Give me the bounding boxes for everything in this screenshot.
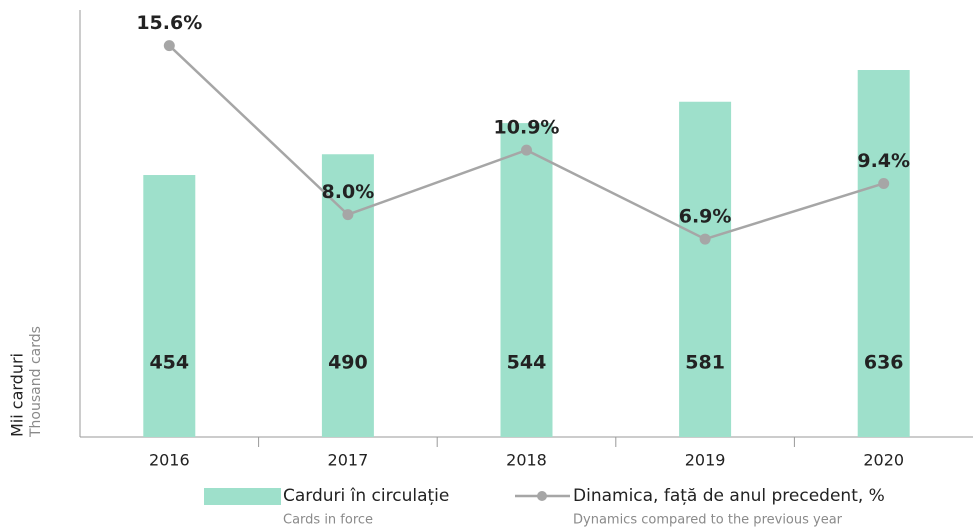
bar-label: 454: [149, 352, 189, 374]
x-tick-label: 2019: [685, 451, 726, 470]
legend-swatch: [204, 488, 281, 505]
legend-subtitle: Dynamics compared to the previous year: [573, 513, 843, 528]
line-label: 8.0%: [322, 181, 375, 203]
x-tick-label: 2018: [506, 451, 547, 470]
y-label: Mii carduri: [8, 353, 27, 437]
bar-label: 490: [328, 352, 368, 374]
line-point: [878, 177, 890, 189]
bar-label: 581: [685, 352, 725, 374]
line-point: [163, 40, 175, 52]
line-label: 10.9%: [494, 117, 560, 139]
bar: [143, 175, 196, 437]
x-tick-label: 2020: [863, 451, 904, 470]
legend-label: Dinamica, față de anul precedent, %: [573, 486, 885, 506]
bar-label: 544: [507, 352, 547, 374]
line-label: 15.6%: [136, 12, 202, 34]
bar: [321, 154, 374, 437]
bar-label: 636: [864, 352, 904, 374]
line-label: 9.4%: [857, 150, 910, 172]
y-label-subtitle: Thousand cards: [28, 326, 44, 438]
line-point: [699, 233, 711, 245]
bar: [857, 70, 910, 438]
x-tick-label: 2016: [149, 451, 190, 470]
bar: [500, 123, 553, 438]
bar: [679, 101, 732, 437]
y-axis-title: Mii carduri Thousand cards: [8, 326, 45, 438]
line-point: [342, 209, 354, 221]
legend-swatch: [537, 491, 547, 501]
legend-subtitle: Cards in force: [283, 513, 373, 528]
x-tick-label: 2017: [328, 451, 369, 470]
legend-label: Carduri în circulație: [283, 486, 449, 506]
line-label: 6.9%: [679, 206, 732, 228]
line-point: [521, 144, 532, 156]
